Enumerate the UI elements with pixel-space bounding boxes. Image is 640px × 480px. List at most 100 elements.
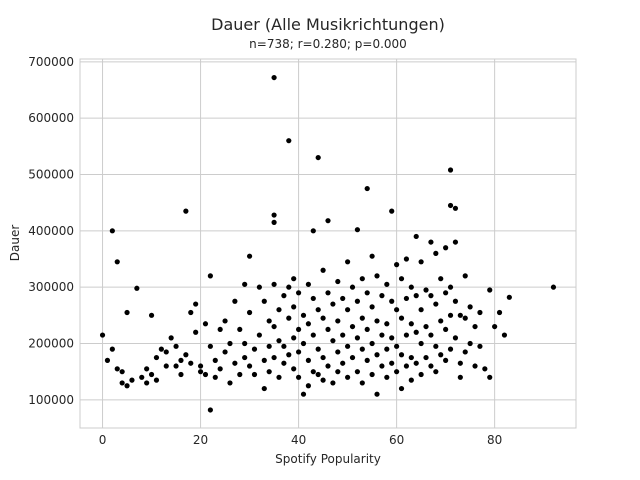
data-point [443, 357, 449, 363]
data-point [291, 366, 297, 372]
data-point [261, 385, 267, 392]
data-point [173, 363, 179, 369]
data-point [374, 391, 380, 397]
data-point [222, 349, 228, 355]
data-point [345, 374, 351, 380]
data-point [212, 357, 218, 363]
data-point [340, 332, 346, 338]
x-tick-label: 40 [291, 433, 306, 447]
data-point [286, 315, 292, 321]
data-point [315, 307, 321, 313]
data-point [423, 287, 429, 293]
data-point [335, 278, 341, 285]
data-point [325, 326, 331, 333]
data-point [129, 377, 135, 383]
data-point [477, 309, 483, 316]
data-point [163, 349, 169, 355]
chart-subtitle: n=738; r=0.280; p=0.000 [249, 37, 407, 51]
data-point [310, 228, 316, 234]
data-point [335, 349, 341, 355]
data-point [506, 294, 512, 300]
data-point [242, 340, 248, 347]
data-point [443, 290, 449, 296]
data-point [222, 318, 228, 324]
y-axis-label: Dauer [8, 225, 22, 262]
data-point [413, 233, 419, 240]
data-point [492, 323, 498, 330]
data-point [369, 253, 375, 259]
data-point [217, 366, 223, 372]
data-point [148, 371, 155, 378]
data-point [261, 298, 267, 304]
data-point [178, 371, 184, 378]
data-point [384, 374, 390, 380]
data-point [242, 354, 248, 361]
data-point [291, 335, 297, 341]
data-point [408, 354, 414, 361]
data-point [291, 304, 297, 310]
data-point [114, 259, 120, 265]
data-point [428, 332, 434, 338]
data-point [364, 290, 370, 296]
data-point [413, 329, 419, 335]
y-tick-label: 100000 [28, 393, 74, 407]
data-point [349, 323, 356, 330]
data-point [330, 338, 336, 344]
data-point [242, 281, 248, 287]
data-point [232, 360, 238, 366]
data-point [325, 363, 331, 369]
data-point [438, 352, 444, 358]
data-point [418, 371, 424, 378]
data-point [467, 340, 473, 347]
data-point [320, 315, 326, 321]
data-point [462, 315, 468, 321]
data-point [246, 363, 253, 369]
data-point [428, 293, 434, 299]
data-point [104, 357, 111, 363]
data-point [227, 380, 233, 386]
data-point [305, 357, 311, 363]
data-point [300, 340, 307, 347]
data-point [423, 354, 429, 361]
x-tick-label: 60 [389, 433, 404, 447]
data-point [447, 346, 454, 352]
data-point [447, 167, 454, 173]
data-point [325, 290, 331, 296]
data-point [354, 369, 361, 375]
data-point [217, 326, 223, 333]
y-tick-label: 600000 [28, 111, 74, 125]
data-point [271, 74, 277, 81]
data-point [374, 352, 380, 358]
data-point [256, 332, 262, 338]
data-point [291, 276, 297, 282]
data-point [227, 340, 233, 347]
data-point [173, 343, 179, 349]
data-point [447, 202, 454, 209]
data-point [389, 298, 395, 304]
data-point [501, 332, 508, 338]
data-point [354, 227, 361, 233]
data-point [447, 312, 454, 318]
data-point [271, 354, 277, 361]
data-point [374, 318, 380, 324]
data-point [394, 307, 400, 313]
data-point [349, 284, 356, 290]
data-point [418, 340, 424, 347]
data-point [124, 309, 130, 316]
data-point [188, 309, 194, 316]
data-point [482, 366, 488, 372]
data-point [423, 323, 429, 330]
data-point [413, 360, 419, 366]
data-point [281, 293, 287, 299]
data-point [408, 284, 414, 290]
data-point [364, 185, 370, 192]
data-point [276, 338, 282, 344]
data-point [193, 329, 199, 335]
data-point [340, 360, 346, 366]
data-point [487, 287, 493, 293]
data-point [472, 363, 478, 369]
data-point [256, 284, 262, 290]
data-point [394, 262, 400, 268]
data-point [384, 321, 390, 327]
data-point [335, 318, 341, 324]
